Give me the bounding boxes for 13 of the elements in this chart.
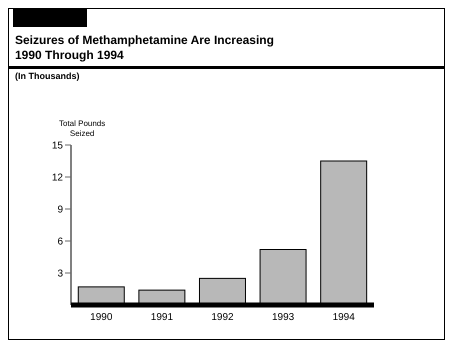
x-tick-label: 1990	[90, 312, 113, 324]
y-tick-label: 12	[52, 172, 64, 184]
y-tick-label: 9	[57, 204, 64, 216]
x-tick-label: 1994	[332, 312, 356, 324]
y-tick-label: 15	[52, 140, 64, 152]
x-tick-label: 1991	[150, 312, 174, 324]
y-tick-label: 6	[57, 236, 64, 248]
y-tick-label: 3	[57, 268, 64, 280]
chart-title: Seizures of Methamphetamine Are Increasing 1990 Through 1994	[15, 33, 274, 63]
x-tick-label: 1993	[272, 312, 295, 324]
chart-subtitle: (In Thousands)	[15, 71, 80, 81]
y-axis-title: Total Pounds Seized	[59, 119, 106, 139]
x-tick-label: 1992	[211, 312, 234, 324]
